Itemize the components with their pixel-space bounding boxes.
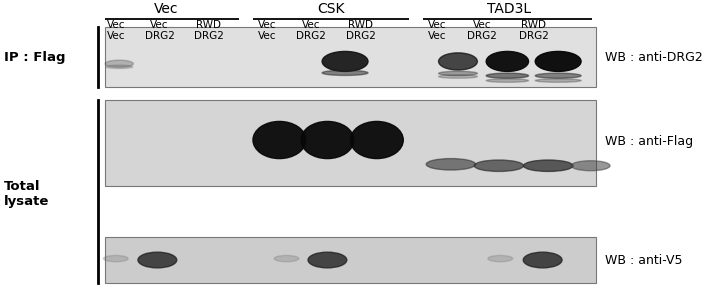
Text: DRG2: DRG2 (467, 32, 497, 41)
Text: Vec: Vec (154, 2, 179, 16)
Ellipse shape (322, 70, 368, 76)
Ellipse shape (106, 65, 132, 68)
Ellipse shape (138, 252, 177, 268)
Text: IP : Flag: IP : Flag (4, 51, 66, 64)
Ellipse shape (439, 71, 477, 76)
Text: Vec: Vec (258, 32, 277, 41)
Text: WB : anti-DRG2: WB : anti-DRG2 (605, 51, 702, 64)
Text: Vec: Vec (428, 32, 446, 41)
Ellipse shape (439, 75, 477, 78)
Text: WB : anti-V5: WB : anti-V5 (605, 253, 682, 266)
Ellipse shape (439, 53, 477, 70)
Text: CSK: CSK (317, 2, 345, 16)
Text: TAD3L: TAD3L (487, 2, 531, 16)
Text: DRG2: DRG2 (296, 32, 326, 41)
Text: Vec: Vec (106, 32, 125, 41)
Text: RWD: RWD (348, 20, 373, 30)
Ellipse shape (308, 252, 347, 268)
Ellipse shape (571, 161, 610, 171)
Bar (105, 100, 596, 186)
Text: Vec: Vec (302, 20, 321, 30)
Text: DRG2: DRG2 (194, 32, 224, 41)
Text: RWD: RWD (521, 20, 546, 30)
Ellipse shape (487, 51, 529, 71)
Text: DRG2: DRG2 (145, 32, 174, 41)
Ellipse shape (487, 73, 529, 78)
Text: Total
lysate: Total lysate (4, 180, 50, 208)
Text: RWD: RWD (196, 20, 222, 30)
Ellipse shape (487, 79, 529, 82)
Ellipse shape (104, 255, 128, 262)
Ellipse shape (488, 255, 513, 262)
Bar (105, 237, 596, 283)
Ellipse shape (535, 51, 581, 71)
Ellipse shape (535, 79, 581, 82)
Ellipse shape (274, 255, 299, 262)
Ellipse shape (322, 51, 368, 71)
Ellipse shape (105, 60, 133, 67)
Ellipse shape (301, 122, 354, 159)
Ellipse shape (426, 159, 476, 170)
Bar (105, 27, 596, 87)
Text: Vec: Vec (258, 20, 277, 30)
Ellipse shape (535, 73, 581, 78)
Ellipse shape (253, 122, 306, 159)
Text: Vec: Vec (473, 20, 491, 30)
Ellipse shape (350, 122, 403, 159)
Text: Vec: Vec (428, 20, 446, 30)
Text: DRG2: DRG2 (345, 32, 376, 41)
Ellipse shape (523, 160, 573, 171)
Text: Vec: Vec (106, 20, 125, 30)
Ellipse shape (474, 160, 523, 171)
Text: WB : anti-Flag: WB : anti-Flag (605, 135, 693, 148)
Ellipse shape (523, 252, 562, 268)
Text: DRG2: DRG2 (518, 32, 548, 41)
Text: Vec: Vec (150, 20, 169, 30)
